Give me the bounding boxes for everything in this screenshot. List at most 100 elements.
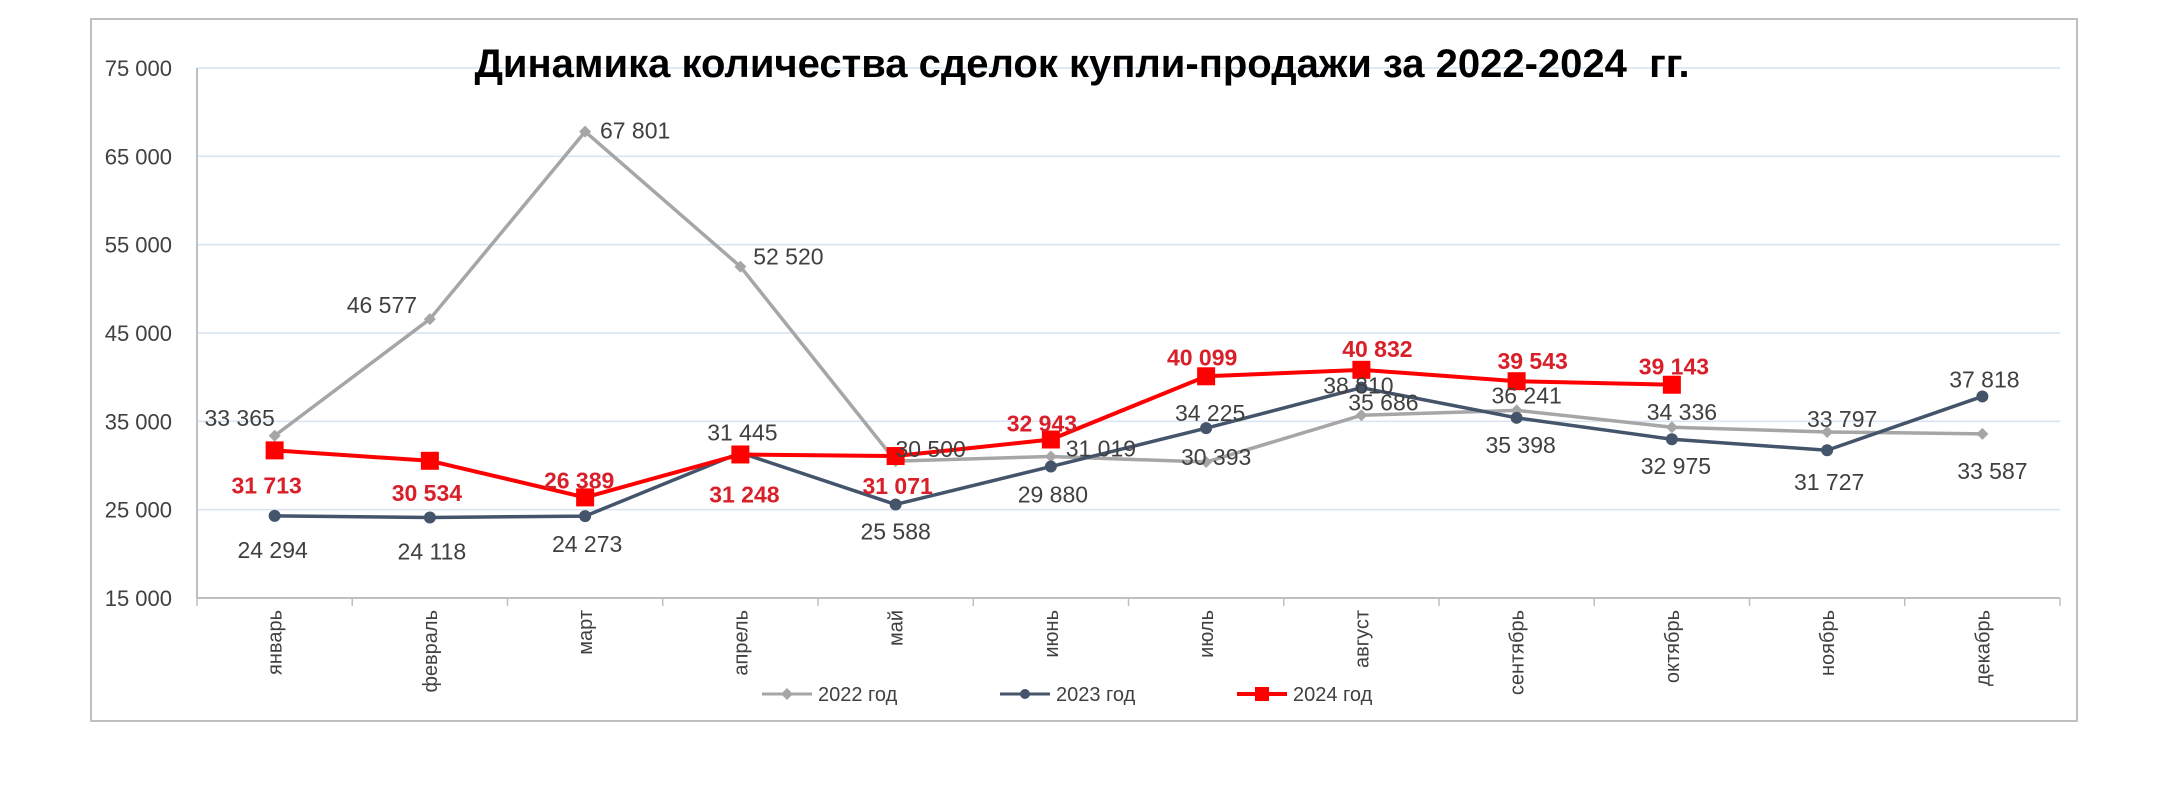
data-label: 52 520 (753, 244, 823, 270)
y-tick-label: 75 000 (105, 56, 172, 81)
x-tick-label: январь (265, 610, 287, 675)
legend-label: 2023 год (1056, 684, 1136, 706)
data-point (1352, 360, 1371, 379)
y-tick-label: 35 000 (105, 409, 172, 434)
data-label: 31 019 (1066, 435, 1136, 461)
data-point (1200, 456, 1213, 469)
data-point (1355, 381, 1368, 394)
data-point (1821, 444, 1834, 457)
legend-marker (1255, 687, 1269, 701)
data-label: 31 445 (707, 420, 777, 446)
data-label: 31 727 (1794, 469, 1864, 495)
x-tick-label: май (886, 610, 908, 646)
series-line (274, 367, 1672, 500)
legend: 2022 год 2023 год 2024 год (762, 684, 1373, 706)
x-tick-label: сентябрь (1507, 610, 1529, 695)
data-point (1507, 372, 1526, 391)
data-point (731, 445, 750, 464)
series-line (274, 385, 1983, 520)
legend-item: 2024 год (1237, 684, 1373, 706)
legend-label: 2022 год (818, 684, 898, 706)
data-point (734, 260, 747, 273)
y-tick-label: 15 000 (105, 586, 172, 611)
data-label: 67 801 (600, 118, 670, 144)
data-point (1976, 427, 1989, 440)
y-tick-label: 45 000 (105, 321, 172, 346)
y-tick-label: 65 000 (105, 144, 172, 169)
data-label: 39 543 (1497, 348, 1567, 374)
data-point (1044, 460, 1057, 473)
data-point (579, 510, 592, 523)
legend-marker (1020, 689, 1030, 699)
data-label: 31 248 (709, 481, 780, 507)
data-point (1662, 375, 1681, 394)
data-point (420, 451, 439, 470)
x-tick-label: декабрь (1972, 610, 1994, 686)
data-label: 25 588 (860, 518, 930, 544)
data-label: 38 810 (1323, 373, 1393, 399)
x-tick-label: октябрь (1662, 610, 1684, 683)
x-tick-label: июнь (1041, 610, 1063, 658)
data-label: 36 241 (1491, 382, 1561, 408)
data-point (265, 441, 284, 460)
data-label: 40 099 (1167, 344, 1237, 370)
x-tick-label: март (575, 610, 597, 655)
data-point (1041, 430, 1060, 449)
data-point (423, 313, 436, 326)
data-label: 40 832 (1342, 336, 1412, 362)
series-line (273, 129, 1983, 464)
data-point (1821, 425, 1834, 438)
chart-title: Динамика количества сделок купли-продажи… (474, 42, 1689, 86)
data-point (1665, 433, 1678, 446)
data-point (1197, 367, 1216, 386)
data-point (1200, 422, 1213, 435)
data-label: 24 294 (237, 537, 308, 563)
y-tick-label: 55 000 (105, 233, 172, 258)
y-tick-label: 25 000 (105, 498, 172, 523)
data-point (268, 509, 281, 522)
data-point (1355, 409, 1368, 422)
x-tick-label: ноябрь (1817, 610, 1839, 676)
data-label: 30 393 (1181, 444, 1251, 470)
data-point (1044, 450, 1057, 463)
x-tick-label: август (1351, 610, 1373, 668)
data-point (886, 447, 905, 466)
data-label: 33 365 (204, 405, 274, 431)
data-label: 35 398 (1485, 432, 1555, 458)
data-label: 30 500 (895, 436, 965, 462)
data-label: 24 273 (552, 531, 622, 557)
x-tick-label: февраль (420, 610, 442, 693)
gridlines (196, 67, 2061, 606)
data-point (423, 511, 436, 524)
legend-item: 2023 год (1000, 684, 1136, 706)
data-point (268, 429, 281, 442)
data-label: 29 880 (1018, 482, 1088, 508)
legend-item: 2022 год (762, 684, 898, 706)
data-label: 30 534 (392, 480, 463, 506)
data-label: 26 389 (544, 467, 614, 493)
data-labels: 33 365 46 577 67 801 52 520 30 500 31 019 30 3… (204, 118, 2027, 565)
chart-frame: 15 000 25 000 35 000 45 000 55 000 65 000 75 0… (90, 18, 2078, 722)
x-tick-label: апрель (730, 610, 752, 676)
data-point (1510, 411, 1523, 424)
x-tick-label: июль (1196, 610, 1218, 658)
line-chart: 15 000 25 000 35 000 45 000 55 000 65 000 75 0… (105, 42, 2061, 706)
data-label: 32 975 (1641, 453, 1711, 479)
data-label: 33 797 (1807, 406, 1877, 432)
legend-marker (781, 688, 793, 700)
data-label: 34 336 (1647, 399, 1717, 425)
data-label: 39 143 (1639, 354, 1709, 380)
legend-label: 2024 год (1293, 684, 1373, 706)
data-label: 33 587 (1957, 458, 2027, 484)
data-point (1976, 390, 1989, 403)
series (265, 125, 1989, 524)
data-label: 34 225 (1175, 400, 1245, 426)
data-label: 32 943 (1007, 411, 1077, 437)
data-point (576, 488, 595, 507)
data-label: 37 818 (1949, 366, 2019, 392)
x-axis-ticks: январь февраль март апрель май июнь июль август… (265, 610, 1995, 695)
data-label: 35 686 (1348, 389, 1418, 415)
data-label: 31 071 (862, 473, 933, 499)
y-axis-ticks: 15 000 25 000 35 000 45 000 55 000 65 000 75 0… (105, 56, 172, 611)
data-point (889, 498, 902, 511)
